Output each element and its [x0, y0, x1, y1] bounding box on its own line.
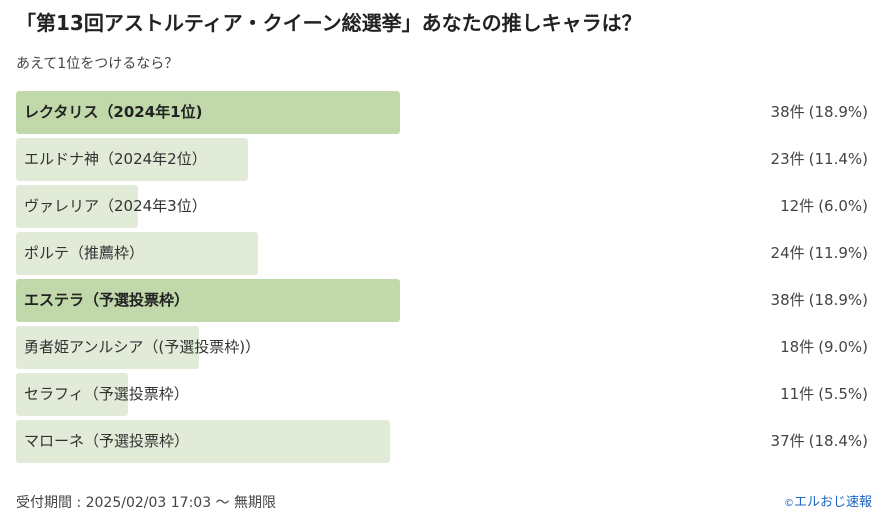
option-result: 38件 (18.9%)	[771, 91, 868, 134]
result-bar	[16, 91, 400, 134]
vote-count: 11件	[780, 385, 815, 403]
poll-option[interactable]: レクタリス（2024年1位) 38件 (18.9%)	[16, 91, 868, 134]
poll-option[interactable]: エステラ（予選投票枠） 38件 (18.9%)	[16, 279, 868, 322]
copyright-symbol: ©	[783, 498, 794, 509]
voting-period: 受付期間 : 2025/02/03 17:03 〜 無期限	[16, 495, 277, 511]
vote-percent: (18.9%)	[808, 103, 868, 121]
result-bar	[16, 326, 199, 369]
poll-option[interactable]: マローネ（予選投票枠） 37件 (18.4%)	[16, 420, 868, 463]
option-result: 37件 (18.4%)	[771, 420, 868, 463]
option-label: ポルテ（推薦枠）	[24, 244, 145, 262]
vote-percent: (9.0%)	[818, 338, 868, 356]
option-label: マローネ（予選投票枠）	[24, 432, 190, 450]
option-label: エルドナ神（2024年2位）	[24, 150, 207, 168]
vote-count: 24件	[770, 244, 805, 262]
result-bar	[16, 232, 258, 275]
result-bar	[16, 138, 248, 181]
option-label: セラフィ（予選投票枠）	[24, 385, 189, 403]
poll-option[interactable]: エルドナ神（2024年2位） 23件 (11.4%)	[16, 138, 868, 181]
option-label: レクタリス（2024年1位)	[24, 103, 203, 121]
vote-percent: (6.0%)	[818, 197, 868, 215]
credit-link[interactable]: ©エルおじ速報	[784, 493, 872, 514]
poll-option[interactable]: ポルテ（推薦枠） 24件 (11.9%)	[16, 232, 868, 275]
vote-percent: (11.9%)	[808, 244, 868, 262]
option-label: エステラ（予選投票枠）	[24, 291, 190, 309]
vote-count: 38件	[770, 103, 805, 121]
option-result: 18件 (9.0%)	[780, 326, 868, 369]
option-result: 24件 (11.9%)	[771, 232, 868, 275]
option-result: 38件 (18.9%)	[771, 279, 868, 322]
credit-label: エルおじ速報	[793, 495, 872, 510]
poll-option[interactable]: セラフィ（予選投票枠） 11件 (5.5%)	[16, 373, 868, 416]
poll-subtitle: あえて1位をつけるなら？	[16, 56, 179, 72]
option-result: 11件 (5.5%)	[780, 373, 868, 416]
vote-percent: (11.4%)	[808, 150, 868, 168]
result-bar	[16, 279, 400, 322]
result-bar	[16, 373, 128, 416]
poll-option[interactable]: 勇者姫アンルシア（(予選投票枠)） 18件 (9.0%)	[16, 326, 868, 369]
vote-percent: (18.4%)	[808, 432, 868, 450]
vote-count: 38件	[770, 291, 805, 309]
vote-count: 12件	[780, 197, 815, 215]
vote-count: 18件	[780, 338, 815, 356]
vote-percent: (5.5%)	[818, 385, 868, 403]
option-label: 勇者姫アンルシア（(予選投票枠)）	[24, 338, 261, 356]
vote-count: 23件	[770, 150, 805, 168]
poll-option[interactable]: ヴァレリア（2024年3位） 12件 (6.0%)	[16, 185, 868, 228]
option-result: 23件 (11.4%)	[771, 138, 868, 181]
option-label: ヴァレリア（2024年3位）	[24, 197, 207, 215]
result-bar	[16, 185, 138, 228]
poll-options: レクタリス（2024年1位) 38件 (18.9%) エルドナ神（2024年2位） 23…	[16, 91, 868, 467]
vote-percent: (18.9%)	[808, 291, 868, 309]
vote-count: 37件	[770, 432, 805, 450]
result-bar	[16, 420, 390, 463]
poll-title: 「第13回アストルティア・クイーン総選挙」あなたの推しキャラは？	[16, 11, 642, 35]
option-result: 12件 (6.0%)	[780, 185, 868, 228]
